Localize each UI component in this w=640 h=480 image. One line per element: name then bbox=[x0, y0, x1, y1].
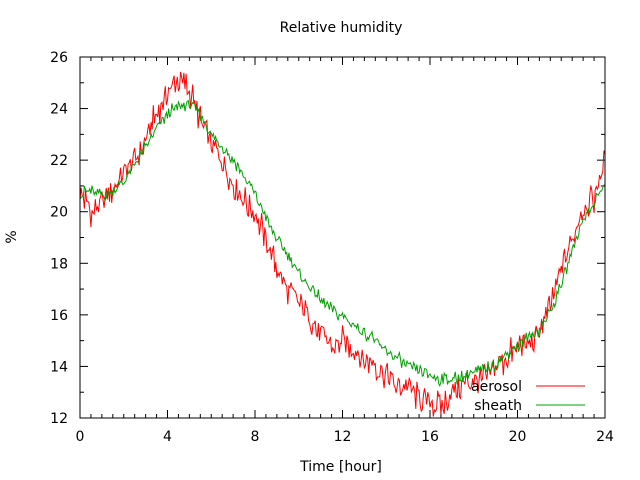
x-tick-label: 24 bbox=[596, 429, 614, 445]
axis-ticks: 0 4 8 12 16 20 24 12 14 16 18 20 22 24 26 bbox=[50, 50, 614, 445]
chart-title: Relative humidity bbox=[280, 20, 403, 36]
x-tick-label: 8 bbox=[251, 429, 260, 445]
y-tick-label: 26 bbox=[50, 50, 68, 66]
x-tick-label: 16 bbox=[421, 429, 439, 445]
y-tick-label: 24 bbox=[50, 102, 68, 118]
y-tick-label: 12 bbox=[50, 411, 68, 427]
legend-label-aerosol: aerosol bbox=[471, 379, 522, 395]
y-axis-label: % bbox=[4, 230, 20, 243]
legend-label-sheath: sheath bbox=[474, 398, 522, 414]
y-tick-label: 20 bbox=[50, 205, 68, 221]
plot-frame bbox=[79, 56, 606, 419]
x-axis-label: Time [hour] bbox=[299, 459, 382, 475]
y-tick-label: 18 bbox=[50, 256, 68, 272]
y-tick-label: 14 bbox=[50, 359, 68, 375]
x-tick-label: 20 bbox=[509, 429, 527, 445]
x-tick-label: 4 bbox=[163, 429, 172, 445]
y-tick-label: 22 bbox=[50, 153, 68, 169]
legend: aerosol sheath bbox=[471, 379, 585, 414]
x-tick-label: 0 bbox=[76, 429, 85, 445]
y-tick-label: 16 bbox=[50, 308, 68, 324]
series-line-sheath bbox=[79, 99, 605, 388]
series-lines bbox=[79, 71, 606, 417]
x-tick-label: 12 bbox=[334, 429, 352, 445]
